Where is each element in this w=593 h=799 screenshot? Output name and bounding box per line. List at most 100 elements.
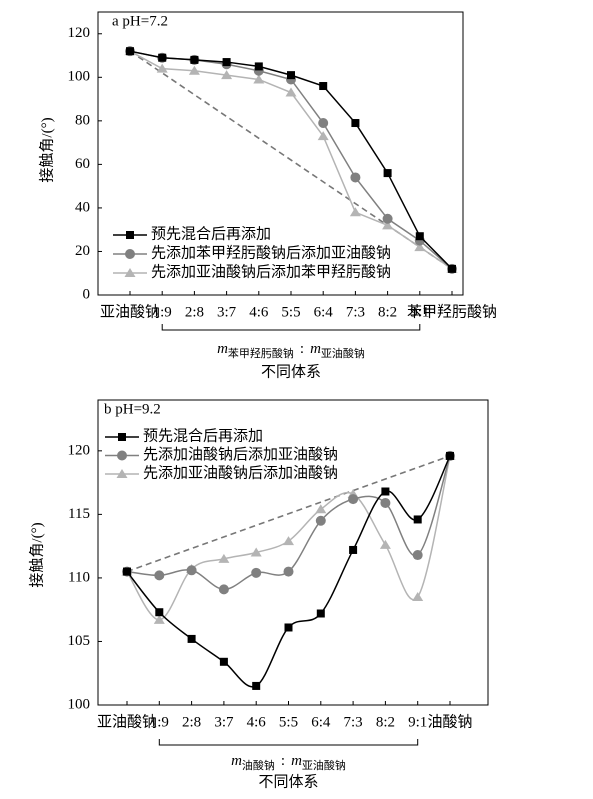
symbol: m (310, 341, 321, 357)
y-tick-label: 105 (68, 633, 91, 649)
x-tick-label: 1:9 (153, 304, 172, 320)
marker (186, 565, 197, 576)
x-tick-label: 3:7 (217, 304, 237, 320)
marker (158, 53, 167, 62)
marker (187, 634, 196, 643)
marker (349, 545, 358, 554)
y-tick-label: 60 (75, 156, 90, 172)
x-tick-label: 5:5 (279, 714, 298, 730)
x-tick-label: 1:9 (150, 714, 169, 730)
marker (382, 213, 393, 224)
marker (251, 567, 262, 578)
marker (252, 681, 261, 690)
marker (349, 207, 361, 217)
marker (380, 497, 391, 508)
legend-label: 先添加苯甲羟肟酸钠后添加亚油酸钠 (151, 244, 391, 261)
x-tick-label: 3:7 (214, 714, 234, 730)
legend-label: 先添加亚油酸钠后添加油酸钠 (143, 464, 338, 481)
y-tick-label: 120 (68, 442, 91, 458)
legend-label: 先添加油酸钠后添加亚油酸钠 (143, 446, 338, 463)
marker (412, 591, 424, 601)
y-tick-label: 0 (83, 286, 91, 302)
marker (412, 550, 423, 561)
y-tick-label: 20 (75, 243, 90, 259)
marker (117, 450, 127, 461)
y-tick-label: 40 (75, 199, 90, 215)
marker (155, 608, 164, 617)
subscript: 油酸钠 (242, 758, 275, 772)
x-tick-label: 6:4 (311, 714, 331, 730)
symbol: m (217, 341, 228, 357)
x-tick-label: 6:4 (314, 304, 334, 320)
marker (383, 169, 392, 178)
x-tick-label: 2:8 (185, 304, 204, 320)
y-axis-label: 接触角/(°) (28, 522, 45, 587)
marker (124, 268, 136, 277)
marker (218, 584, 229, 595)
x-axis-label: m油酸钠: m亚油酸钠 (231, 753, 346, 771)
x-tick-label: 苯甲羟肟酸钠 (407, 303, 497, 320)
symbol: m (291, 753, 302, 769)
marker (350, 172, 361, 183)
marker (315, 515, 326, 526)
marker (221, 70, 233, 80)
x-tick-label: 8:2 (376, 714, 395, 730)
marker (414, 242, 426, 252)
series-line (126, 455, 451, 591)
x-tick-label: 9:1 (410, 304, 429, 320)
y-tick-label: 100 (68, 69, 91, 85)
group-bracket (161, 324, 421, 331)
marker (156, 63, 168, 73)
symbol: m (231, 753, 242, 769)
x-tick-label: 8:2 (378, 304, 397, 320)
marker (448, 264, 456, 273)
x-tick-label: 4:6 (247, 714, 267, 730)
marker (123, 567, 131, 576)
marker (126, 47, 134, 56)
marker (219, 657, 228, 666)
x-tick-label: 7:3 (346, 304, 365, 320)
x-tick-label: 2:8 (182, 714, 201, 730)
marker (125, 249, 135, 259)
plot-frame (97, 11, 464, 296)
marker (250, 547, 262, 557)
marker (154, 570, 165, 581)
legend-label: 先添加亚油酸钠后添加苯甲羟肟酸钠 (151, 263, 391, 280)
marker (446, 451, 454, 460)
series-line (126, 455, 451, 621)
marker (153, 614, 165, 624)
marker (116, 469, 128, 478)
marker (188, 65, 200, 75)
subscript: 苯甲羟肟酸钠 (228, 346, 294, 360)
plot-frame (97, 399, 489, 706)
reference-line (126, 455, 451, 573)
x-tick-label: 亚油酸钠 (100, 303, 160, 320)
marker (254, 62, 263, 71)
marker (348, 494, 359, 505)
y-tick-label: 115 (68, 506, 90, 522)
x-axis-label: m苯甲羟肟酸钠: m亚油酸钠 (217, 341, 365, 359)
marker (382, 220, 394, 230)
marker (413, 515, 422, 524)
x-tick-label: 亚油酸钠 (97, 713, 157, 730)
marker (415, 232, 424, 241)
x-tick-label: 4:6 (249, 304, 269, 320)
y-tick-label: 100 (68, 696, 91, 712)
marker (283, 536, 294, 546)
marker (253, 74, 265, 84)
marker (118, 433, 126, 441)
subscript: 亚油酸钠 (321, 346, 365, 360)
x-group-label: 不同体系 (261, 363, 321, 380)
marker (285, 87, 297, 97)
legend-label: 预先混合后再添加 (151, 225, 271, 242)
annotation: a pH=7.2 (112, 13, 168, 29)
marker (284, 623, 293, 632)
x-tick-label: 7:3 (344, 714, 363, 730)
marker (317, 131, 329, 141)
marker (318, 118, 329, 129)
marker (283, 566, 294, 577)
marker (126, 231, 134, 239)
legend-label: 预先混合后再添加 (143, 427, 263, 444)
